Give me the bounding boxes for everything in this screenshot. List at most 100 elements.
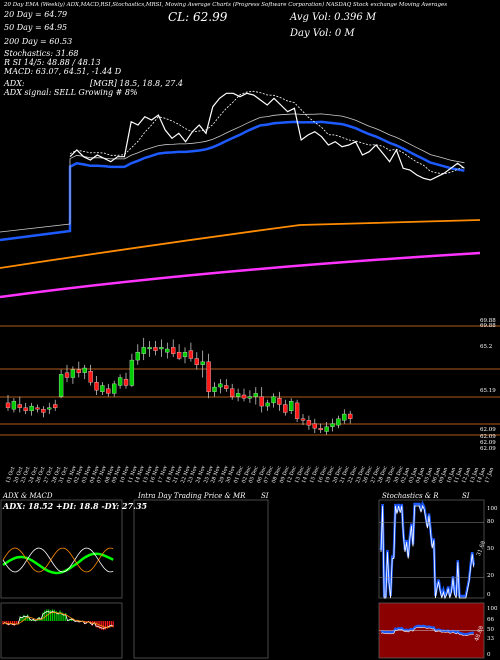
stoch-d-line	[380, 504, 475, 600]
axis-label-2: 69.88	[480, 323, 496, 329]
candle-body	[336, 418, 341, 426]
macd-histogram-bar	[110, 621, 112, 627]
candle-body	[306, 420, 312, 426]
macd-histogram-bar	[44, 610, 46, 621]
macd-histogram-bar	[49, 610, 52, 621]
candle-body	[153, 347, 158, 351]
avg-vol-readout: Avg Vol: 0.396 M	[290, 12, 377, 23]
macd-histogram-bar	[21, 617, 23, 621]
macd-histogram-bar	[84, 621, 86, 625]
macd-histogram-bar	[103, 621, 105, 631]
macd-histogram-bar	[95, 621, 97, 628]
candle-body	[265, 402, 270, 407]
macd-histogram-bar	[61, 612, 63, 621]
macd-panel-frame	[0, 602, 123, 659]
candle-body	[312, 423, 317, 429]
ma-chart	[0, 90, 481, 299]
candle-body	[35, 407, 40, 410]
macd-histogram-bar	[63, 613, 65, 621]
macd-histogram-bar	[70, 618, 72, 621]
candle-body	[123, 378, 129, 386]
candle-body	[94, 382, 99, 391]
macd-histogram-bar	[68, 619, 71, 621]
macd-line	[2, 611, 114, 629]
candle-body	[176, 351, 182, 359]
candle-body	[259, 396, 264, 407]
candle-body	[64, 372, 70, 378]
rsi-axis-0: 0	[487, 652, 491, 658]
rsi-readout: R SI 14/5: 48.88 / 48.13	[4, 58, 101, 67]
candle-body	[188, 350, 194, 359]
candle-body	[112, 383, 117, 394]
candle-body	[70, 369, 76, 378]
day-vol-readout: Day Vol: 0 M	[290, 28, 355, 39]
stoch-axis-50: 50	[487, 546, 494, 552]
macd-histogram-bar	[23, 615, 25, 621]
rsi-axis-66: 66	[487, 617, 494, 623]
candle-body	[253, 393, 258, 397]
candle-body	[283, 404, 288, 413]
stochastics-readout: Stochastics: 31.68	[4, 49, 79, 58]
macd-histogram-bar	[38, 617, 40, 621]
macd-histogram-bar	[53, 609, 55, 621]
macd-histogram-bar	[2, 621, 4, 625]
candle-body	[29, 405, 34, 412]
candle-body	[224, 385, 229, 389]
candle-body	[330, 423, 335, 427]
macd-histogram-bar	[11, 621, 14, 625]
stoch-si: SI	[462, 492, 470, 500]
macd-histogram-bar	[105, 621, 107, 630]
macd-histogram-bar	[4, 621, 6, 623]
axis-label-4: 65.19	[480, 388, 496, 394]
candle-body	[318, 428, 323, 431]
candle-body	[271, 396, 276, 404]
candle-body	[206, 361, 211, 392]
rsi-line	[380, 624, 475, 636]
candle-body	[47, 407, 52, 410]
candle-body	[41, 409, 46, 413]
macd-histogram-bar	[112, 621, 114, 628]
close-readout: CL: 62.99	[168, 10, 228, 24]
candle-body	[100, 385, 105, 392]
ma50-readout: 50 Day = 64.95	[4, 23, 68, 32]
intraday-panel-frame	[133, 499, 269, 659]
di-minus-line	[2, 547, 114, 573]
axis-label-3: 65.2	[480, 344, 493, 350]
adx-macd-title: ADX & MACD	[3, 492, 53, 500]
candle-body	[241, 394, 247, 399]
candle-body	[218, 383, 223, 388]
macd-histogram-bar	[57, 612, 59, 621]
candlestick-chart	[0, 325, 500, 436]
intraday-si: SI	[261, 492, 269, 500]
ema-line	[0, 120, 465, 242]
candle-body	[17, 404, 22, 408]
axis-label-7: 62.09	[480, 440, 496, 446]
ma200-readout: 200 Day = 60.53	[4, 37, 73, 46]
macd-histogram-bar	[6, 621, 8, 625]
macd-histogram-bar	[42, 612, 44, 621]
candle-body	[289, 401, 294, 412]
candle-body	[88, 371, 93, 383]
candle-body	[230, 388, 235, 397]
macd-histogram-bar	[15, 621, 17, 625]
macd-histogram-bar	[51, 609, 53, 621]
candle-body	[23, 407, 28, 412]
stoch-axis-100: 100	[487, 506, 498, 512]
macd-histogram-bar	[10, 621, 12, 625]
ma200-line	[0, 251, 481, 299]
axis-label-6: 62.09	[480, 434, 496, 440]
adx-values: [MGR] 18.5, 18.8, 27.4	[90, 79, 183, 88]
short-ma-line	[69, 90, 465, 175]
axis-label-5: 62.09	[480, 427, 496, 433]
stoch-axis-80: 80	[487, 519, 494, 525]
macd-histogram-bar	[55, 611, 57, 621]
candle-body	[324, 426, 329, 432]
adx-signal: ADX signal: SELL Growing # 8%	[4, 88, 138, 97]
macd-readout: MACD: 63.07, 64.51, -1.44 D	[4, 67, 122, 76]
macd-histogram-bar	[65, 613, 67, 621]
candle-body	[159, 347, 164, 350]
candle-body	[11, 401, 17, 410]
candle-body	[117, 377, 123, 386]
overlay-title: 20 Day EMA (Weekly) ADX,MACD,RSI,Stochas…	[4, 2, 448, 8]
candle-body	[300, 418, 306, 421]
